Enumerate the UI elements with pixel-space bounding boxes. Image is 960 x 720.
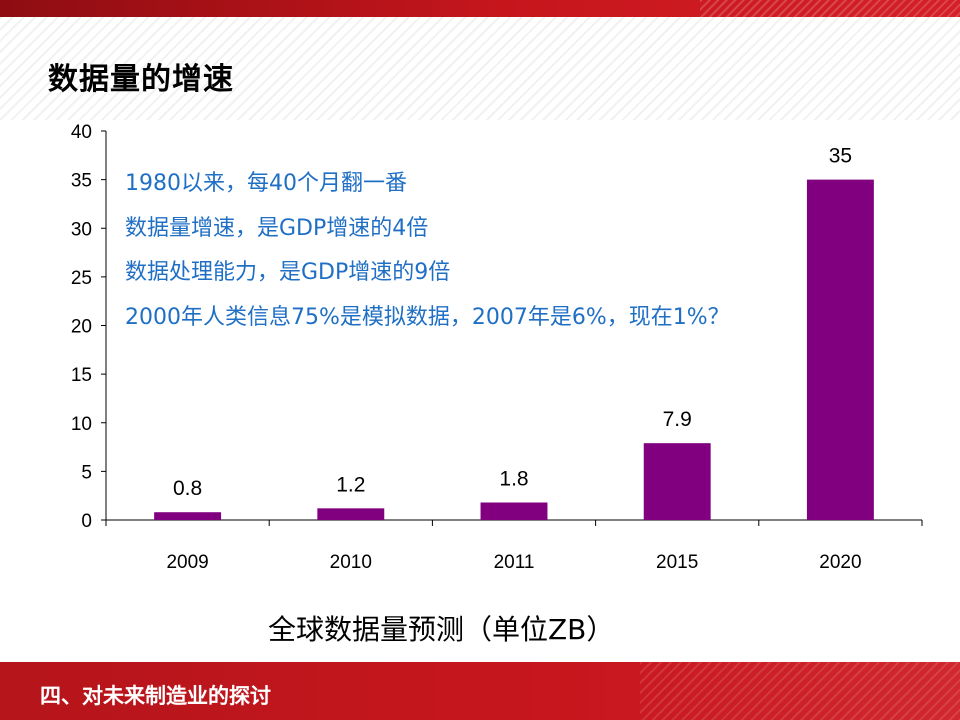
bar: [806, 179, 874, 520]
slide-title: 数据量的增速: [48, 62, 234, 97]
y-tick-label: 15: [71, 365, 92, 386]
y-axis: 0 5 10 15 20 25 30 35 40: [71, 122, 107, 532]
x-tick-label: 2015: [656, 552, 698, 573]
y-tick-label: 10: [71, 414, 92, 435]
header-accent-bar: [0, 0, 960, 17]
y-tick-label: 40: [71, 122, 92, 143]
bar: [480, 502, 548, 520]
notes-callout: 1980以来，每40个月翻一番 数据量增速，是GDP增速的4倍 数据处理能力，是…: [125, 162, 730, 340]
note-line: 1980以来，每40个月翻一番: [125, 171, 407, 196]
data-label: 7.9: [663, 408, 692, 431]
y-tick-label: 35: [71, 171, 92, 192]
note-line: 数据量增速，是GDP增速的4倍: [125, 215, 429, 241]
x-tick-label: 2009: [166, 552, 208, 573]
y-tick-label: 25: [71, 268, 92, 289]
data-labels: 0.8 1.2 1.8 7.9 35: [173, 145, 852, 501]
data-label: 0.8: [173, 477, 202, 500]
x-tick-label: 2011: [494, 552, 535, 573]
bar: [154, 512, 222, 520]
footer-section-title: 四、对未来制造业的探讨: [40, 684, 271, 708]
bar: [643, 443, 711, 520]
note-line: 数据处理能力，是GDP增速的9倍: [125, 260, 451, 285]
y-tick-label: 0: [81, 511, 92, 532]
y-tick-label: 30: [71, 219, 92, 240]
x-tick-label: 2010: [330, 552, 372, 573]
data-label: 1.2: [336, 473, 365, 496]
bar: [317, 508, 385, 520]
x-axis: 2009 2010 2011 2015 2020: [105, 519, 923, 573]
x-tick-label: 2020: [819, 552, 861, 573]
y-tick-label: 5: [81, 462, 92, 483]
chart-caption: 全球数据量预测（单位ZB）: [268, 613, 615, 646]
bars: [154, 179, 874, 520]
header-background-pattern: [0, 17, 960, 120]
note-line: 2000年人类信息75%是模拟数据，2007年是6%，现在1%？: [125, 304, 730, 330]
y-tick-label: 20: [71, 317, 92, 338]
data-label: 1.8: [499, 467, 528, 490]
footer-bar: [0, 662, 960, 720]
data-label: 35: [829, 145, 852, 168]
